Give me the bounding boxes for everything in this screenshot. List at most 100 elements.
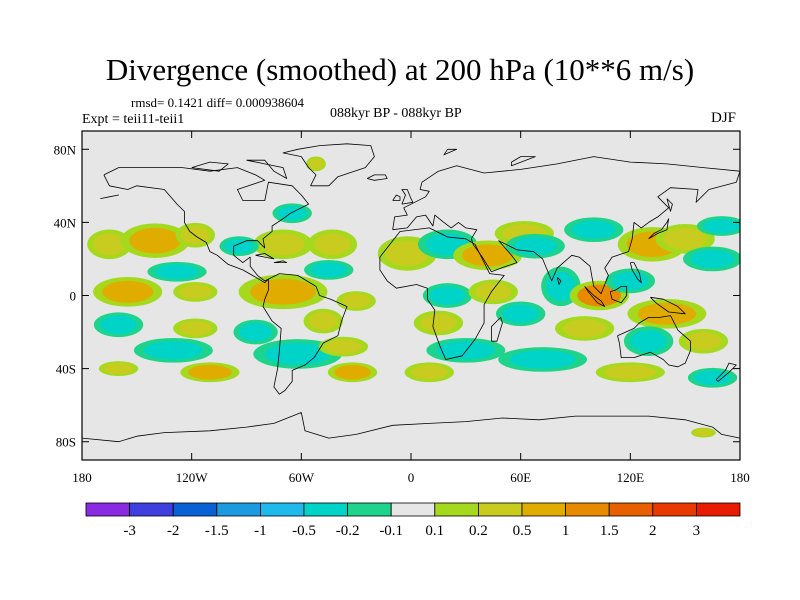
lon-tick-label: 60W [289,470,315,485]
colorbar-label: -2 [167,523,180,539]
anomaly-region [178,321,212,336]
colorbar-box [259,502,305,517]
colorbar-box [652,502,697,517]
colorbar-box [565,502,610,517]
anomaly-region [509,350,576,369]
anomaly-region [694,428,713,437]
coastline [255,253,275,260]
coastline [511,156,536,167]
anomaly-region [224,238,254,254]
period-label: 088kyr BP - 088kyr BP [330,106,462,121]
anomaly-region [612,271,649,291]
colorbar-label: -0.2 [336,523,360,539]
coastline [666,198,673,212]
anomaly-region [690,249,735,269]
coastline [650,296,686,315]
anomaly-region [663,227,708,250]
colorbar-label: 3 [693,523,701,539]
lon-tick-label: 120E [617,470,645,485]
coastline [490,316,503,342]
anomaly-contours [87,156,740,438]
anomaly-region [341,293,371,309]
anomaly-region [239,322,273,342]
anomaly-region [429,286,466,305]
anomaly-region [385,240,430,267]
anomaly-region [502,304,539,323]
anomaly-region [277,205,307,221]
anomaly-region [694,370,731,386]
colorbar-label: 0.2 [469,523,488,539]
anomaly-region [103,363,134,375]
anomaly-region [637,302,697,325]
anomaly-region [462,244,514,267]
coastline [392,194,401,201]
lon-tick-label: 0 [408,470,415,485]
lat-tick-label: 40S [56,362,76,377]
lat-tick-label: 0 [70,289,77,304]
colorbar-label: 1.5 [600,523,619,539]
stats-line: rmsd= 0.1421 diff= 0.000938604 [131,95,304,110]
anomaly-region [685,332,722,351]
lon-tick-label: 180 [72,470,92,485]
anomaly-region [129,227,181,254]
anomaly-region [334,364,371,380]
anomaly-region [100,315,137,334]
colorbar-label: 0.5 [513,523,532,539]
longitude-axis: 180 120W 60W 0 60E 120E 180 [72,131,750,485]
lon-tick-label: 180 [730,470,750,485]
coastline [379,227,505,360]
plot-area [81,130,741,461]
anomaly-region [144,341,203,360]
anomaly-region [92,233,126,256]
coastlines [82,143,740,443]
coastline [629,262,642,284]
anomaly-region [250,279,316,305]
anomaly-region [102,280,154,303]
colorbar-label: 2 [649,523,657,539]
anomaly-region [436,341,496,360]
lat-tick-label: 80N [54,142,77,157]
anomaly-region [703,218,740,234]
season-label: DJF [711,110,737,126]
coastline [366,174,388,181]
coastline [103,167,310,284]
colorbar-label: -1 [254,523,267,539]
colorbar-label: -0.5 [292,523,316,539]
coastline [609,285,628,304]
colorbar-label: 1 [562,523,570,539]
coastline [191,161,229,172]
anomaly-region [308,158,324,170]
colorbar-box [129,502,174,517]
colorbar-box [608,502,654,517]
colorbar-box [216,502,261,517]
coastline [82,412,740,443]
lat-tick-label: 40N [54,215,77,230]
colorbar-label: -0.1 [379,523,403,539]
coastline [715,362,737,382]
anomaly-region [310,262,348,278]
anomaly-region [420,313,457,333]
colorbar-box [172,502,218,517]
colorbar-box [390,502,436,517]
anomaly-region [325,339,362,354]
anomaly-region [630,330,667,353]
anomaly-region [264,343,331,365]
anomaly-region [562,319,607,338]
anomaly-region [546,271,576,301]
colorbar-box [434,502,479,517]
latitude-axis: 80N 40N 0 40S 80S [54,142,740,450]
coastline [648,218,670,240]
figure-title: Divergence (smoothed) at 200 hPa (10**6 … [105,52,695,87]
colorbar-box [521,502,566,517]
anomaly-region [604,364,656,380]
coastline [443,148,458,156]
anomaly-region [571,220,616,239]
coastline [100,194,119,199]
lon-tick-label: 120W [176,470,209,485]
anomaly-region [314,233,351,256]
colorbar-label: -1.5 [205,523,229,539]
lon-tick-label: 60E [510,470,531,485]
colorbar-box [696,502,741,517]
anomaly-region [155,264,199,280]
